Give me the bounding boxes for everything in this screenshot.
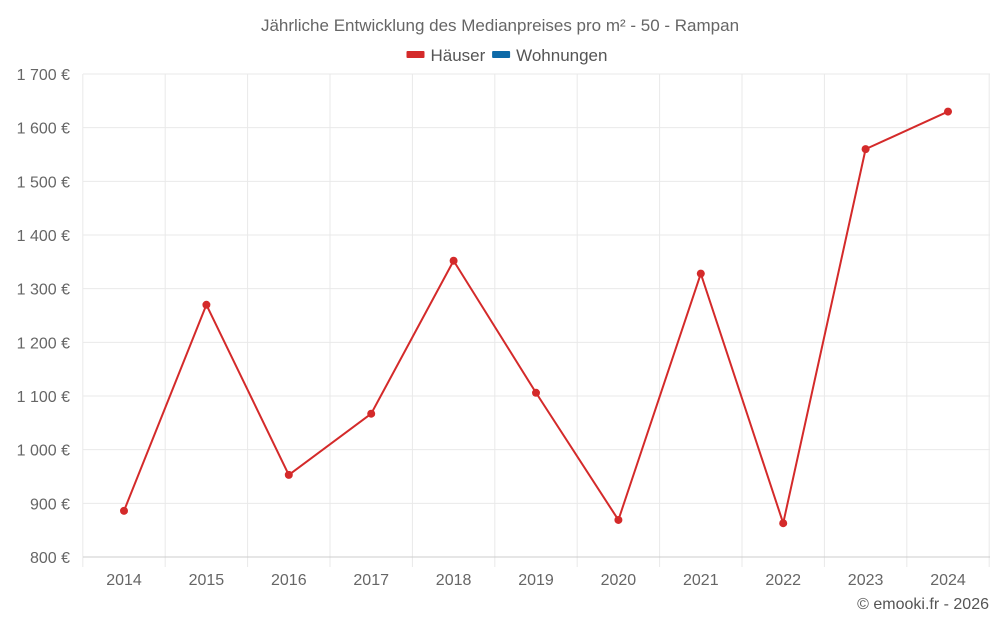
data-point[interactable]: [449, 256, 458, 265]
x-tick-label: 2014: [106, 572, 142, 589]
x-axis-tick-labels: 2014 2015 2016 2017 2018 2019 2020 2021 2022 2023…: [106, 572, 966, 589]
y-tick-label: 1 300 €: [17, 282, 70, 299]
y-axis-tick-labels: 800 € 900 € 1 000 € 1 100 € 1 200 € 1 300 € 1 …: [17, 67, 70, 567]
data-point[interactable]: [120, 506, 128, 515]
x-tick-label: 2022: [765, 572, 801, 589]
data-point[interactable]: [367, 409, 376, 418]
chart-title: Jährliche Entwicklung des Medianpreises …: [261, 16, 739, 35]
data-point[interactable]: [861, 145, 870, 154]
y-tick-label: 1 000 €: [17, 443, 70, 460]
legend-swatch: [406, 51, 425, 58]
x-tick-label: 2017: [353, 572, 389, 589]
data-point[interactable]: [696, 269, 705, 278]
data-point[interactable]: [284, 470, 293, 479]
x-tick-label: 2016: [271, 572, 307, 589]
legend: Häuser Wohnungen: [406, 46, 607, 65]
data-point[interactable]: [779, 519, 788, 528]
y-tick-label: 800 €: [30, 550, 70, 567]
y-tick-label: 900 €: [30, 496, 70, 513]
x-tick-label: 2021: [683, 572, 719, 589]
x-tick-label: 2020: [601, 572, 637, 589]
x-tick-label: 2018: [436, 572, 472, 589]
data-point[interactable]: [614, 515, 623, 524]
x-tick-label: 2023: [848, 572, 884, 589]
y-tick-label: 1 700 €: [17, 67, 70, 84]
legend-swatch: [492, 51, 511, 58]
y-tick-label: 1 100 €: [17, 389, 70, 406]
x-tick-label: 2024: [930, 572, 966, 589]
legend-label: Häuser: [431, 46, 486, 65]
data-point[interactable]: [202, 300, 211, 309]
data-point[interactable]: [944, 107, 952, 116]
y-tick-label: 1 500 €: [17, 174, 70, 191]
y-gridlines: [83, 73, 990, 504]
y-tick-label: 1 400 €: [17, 228, 70, 245]
copyright-text: © emooki.fr - 2026: [857, 596, 989, 613]
y-tick-label: 1 200 €: [17, 335, 70, 352]
data-point[interactable]: [532, 388, 540, 397]
x-gridlines: [82, 74, 990, 567]
series-group: [120, 107, 952, 528]
legend-label: Wohnungen: [516, 46, 607, 65]
x-tick-label: 2015: [189, 572, 225, 589]
x-tick-label: 2019: [518, 572, 554, 589]
y-tick-label: 1 600 €: [17, 121, 70, 138]
